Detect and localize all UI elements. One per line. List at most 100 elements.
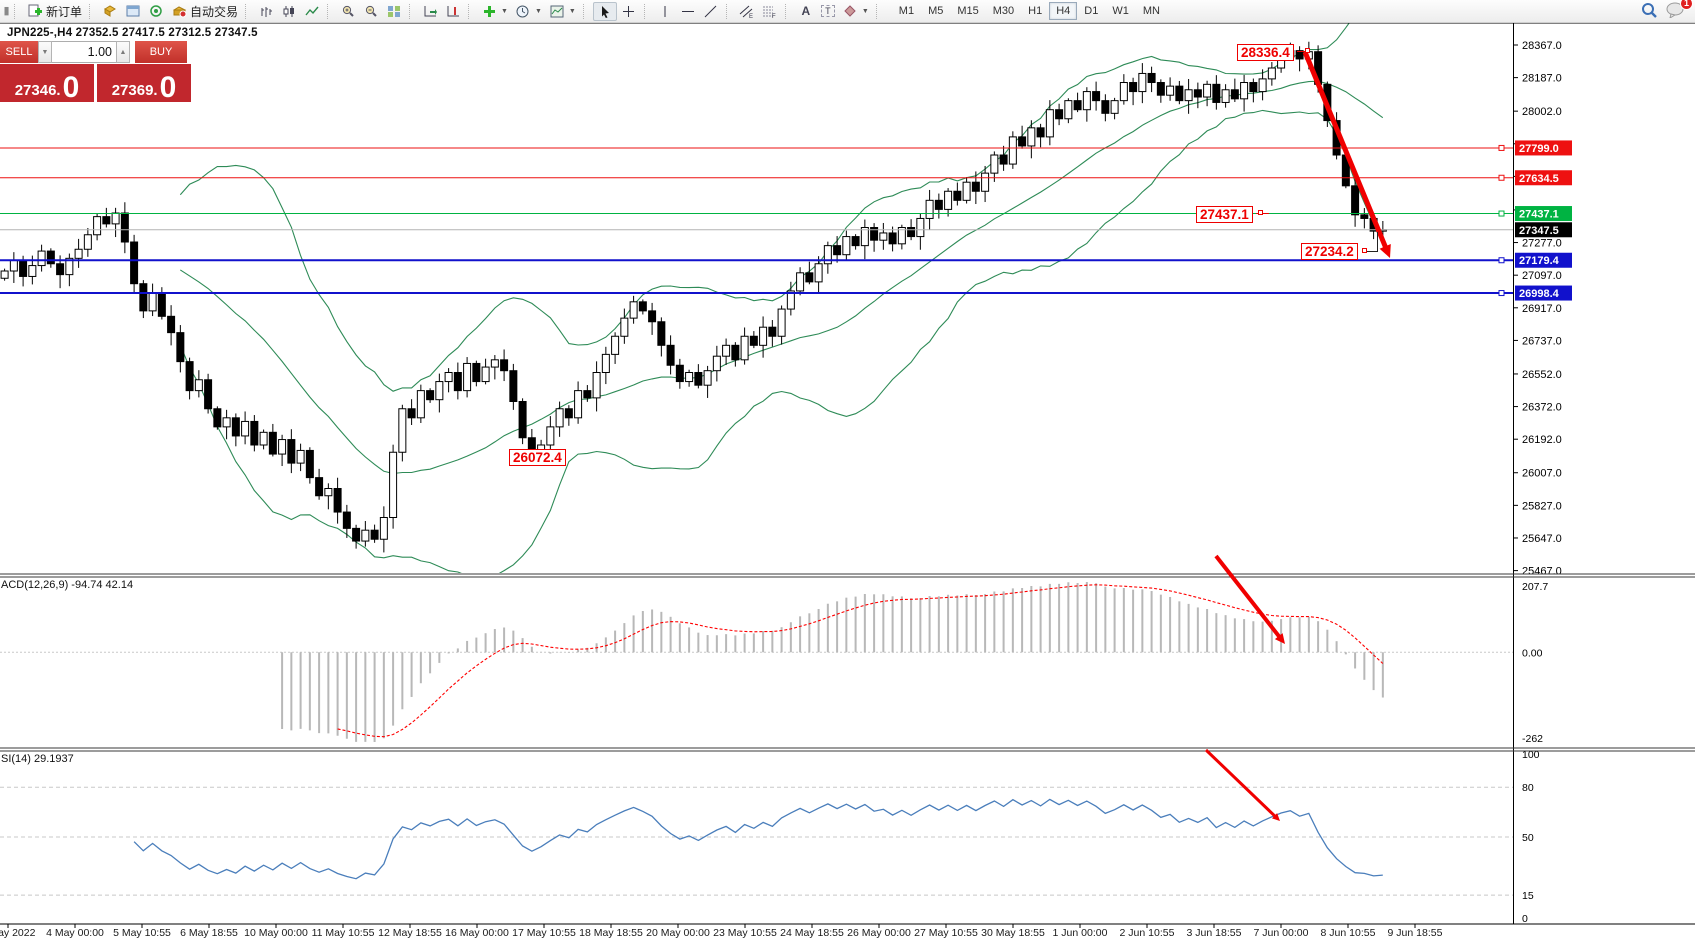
channel-icon: E: [739, 4, 755, 18]
svg-text:2 Jun 10:55: 2 Jun 10:55: [1120, 927, 1175, 939]
tile-windows-icon: [386, 4, 402, 18]
sell-price-pip: 0: [62, 70, 80, 104]
svg-text:23 May 10:55: 23 May 10:55: [713, 927, 777, 939]
zoom-out-button[interactable]: [360, 2, 382, 21]
svg-text:50: 50: [1522, 832, 1534, 844]
svg-text:6 May 18:55: 6 May 18:55: [180, 927, 238, 939]
svg-text:27347.5: 27347.5: [1519, 225, 1559, 237]
annotation-target-connector-h: [1366, 251, 1378, 252]
toolbar-separator: [875, 3, 882, 19]
svg-text:20 May 00:00: 20 May 00:00: [646, 927, 710, 939]
toolbar-separator: [468, 3, 474, 19]
tf-m5-button[interactable]: M5: [928, 5, 944, 17]
svg-text:1 Jun 00:00: 1 Jun 00:00: [1053, 927, 1108, 939]
arrows-button[interactable]: ▼: [839, 2, 872, 21]
crosshair-button[interactable]: [618, 2, 640, 21]
zoom-in-button[interactable]: [337, 2, 359, 21]
auto-trading-icon: [171, 4, 187, 18]
toolbar-separator: [14, 3, 20, 19]
chart-shift-icon: [445, 4, 461, 18]
crosshair-icon: [621, 4, 637, 18]
tf-m30-button[interactable]: M30: [992, 5, 1015, 17]
line-chart-icon: [304, 4, 320, 18]
buy-button[interactable]: BUY: [135, 41, 187, 63]
tf-w1-button[interactable]: W1: [1112, 5, 1129, 17]
text-label-icon: T: [820, 5, 835, 17]
toolbar-separator: [409, 3, 415, 19]
toolbar-right: 1: [1641, 0, 1693, 21]
toolbar-separator: [582, 3, 589, 19]
svg-text:16 May 00:00: 16 May 00:00: [445, 927, 509, 939]
annotation-level[interactable]: 27437.1: [1196, 206, 1253, 223]
notifications-button[interactable]: 1: [1666, 0, 1693, 21]
annotation-target-connector-v: [1377, 232, 1378, 252]
vertical-line-button[interactable]: [654, 2, 676, 21]
auto-trading-button[interactable]: 自动交易: [168, 2, 241, 21]
sell-price-box[interactable]: 27346 . 0: [0, 64, 94, 102]
buy-price-dot: .: [153, 81, 158, 99]
candle-chart-button[interactable]: [278, 2, 300, 21]
tf-m1-button[interactable]: M1: [898, 5, 915, 17]
volume-down-button[interactable]: ▼: [38, 41, 52, 63]
annotation-target-handle[interactable]: [1362, 248, 1367, 253]
svg-text:24 May 18:55: 24 May 18:55: [780, 927, 844, 939]
svg-text:10 May 00:00: 10 May 00:00: [244, 927, 308, 939]
svg-text:12 May 18:55: 12 May 18:55: [378, 927, 442, 939]
annotation-level-handle[interactable]: [1258, 210, 1263, 215]
tile-windows-button[interactable]: [383, 2, 405, 21]
templates-button[interactable]: ▼: [546, 2, 579, 21]
signal-button[interactable]: [145, 2, 167, 21]
annotation-peak-handle[interactable]: [1305, 48, 1310, 53]
bar-chart-icon: [258, 4, 274, 18]
search-button[interactable]: [1641, 2, 1658, 21]
equidistant-channel-button[interactable]: E: [736, 2, 758, 21]
svg-text:100: 100: [1522, 749, 1540, 761]
tf-m15-button[interactable]: M15: [957, 5, 979, 17]
profile-icon: [102, 4, 118, 18]
buy-price-box[interactable]: 27369 . 0: [97, 64, 191, 102]
chart-symbol-ohlc: JPN225-,H4 27352.5 27417.5 27312.5 27347…: [7, 27, 258, 39]
tf-h1-button[interactable]: H1: [1028, 5, 1043, 17]
tf-d1-button[interactable]: D1: [1084, 5, 1099, 17]
new-order-label: 新订单: [46, 4, 83, 19]
new-order-button[interactable]: 新订单: [24, 2, 85, 21]
annotation-target[interactable]: 27234.2: [1301, 243, 1358, 260]
tf-h4-button[interactable]: H4: [1049, 2, 1078, 20]
annotation-low[interactable]: 26072.4: [509, 449, 566, 466]
annotation-peak[interactable]: 28336.4: [1237, 44, 1294, 61]
volume-up-button[interactable]: ▲: [116, 41, 130, 63]
svg-text:26737.0: 26737.0: [1522, 335, 1562, 347]
svg-text:15: 15: [1522, 890, 1534, 902]
trendline-button[interactable]: [700, 2, 722, 21]
indicators-plus-icon: [481, 4, 497, 18]
sell-button[interactable]: SELL: [0, 41, 38, 63]
buy-price: 27369: [111, 81, 154, 99]
tf-mn-button[interactable]: MN: [1142, 5, 1160, 17]
horizontal-line-button[interactable]: [677, 2, 699, 21]
text-label-button[interactable]: T: [818, 2, 838, 21]
indicators-button[interactable]: ▼: [478, 2, 511, 21]
toolbar-separator: [89, 3, 95, 19]
auto-trading-label: 自动交易: [190, 4, 239, 19]
auto-scroll-button[interactable]: [419, 2, 441, 21]
chevron-down-icon: ▼: [568, 7, 576, 15]
horizontal-line-icon: [680, 4, 696, 18]
line-chart-button[interactable]: [301, 2, 323, 21]
market-watch-button[interactable]: [122, 2, 144, 21]
periods-button[interactable]: ▼: [512, 2, 545, 21]
text-button[interactable]: A: [795, 2, 817, 21]
chart-profile-button[interactable]: [99, 2, 121, 21]
candlestick-icon: [281, 4, 297, 18]
svg-text:26 May 00:00: 26 May 00:00: [847, 927, 911, 939]
svg-text:25467.0: 25467.0: [1522, 566, 1562, 578]
cursor-button[interactable]: [592, 1, 617, 21]
volume-input[interactable]: 1.00: [52, 41, 116, 63]
svg-text:27 May 10:55: 27 May 10:55: [914, 927, 978, 939]
fibonacci-button[interactable]: F: [759, 2, 781, 21]
signal-icon: [148, 4, 164, 18]
bar-chart-button[interactable]: [255, 2, 277, 21]
text-a-icon: A: [801, 4, 811, 18]
svg-text:9 Jun 18:55: 9 Jun 18:55: [1388, 927, 1443, 939]
chart-shift-button[interactable]: [442, 2, 464, 21]
